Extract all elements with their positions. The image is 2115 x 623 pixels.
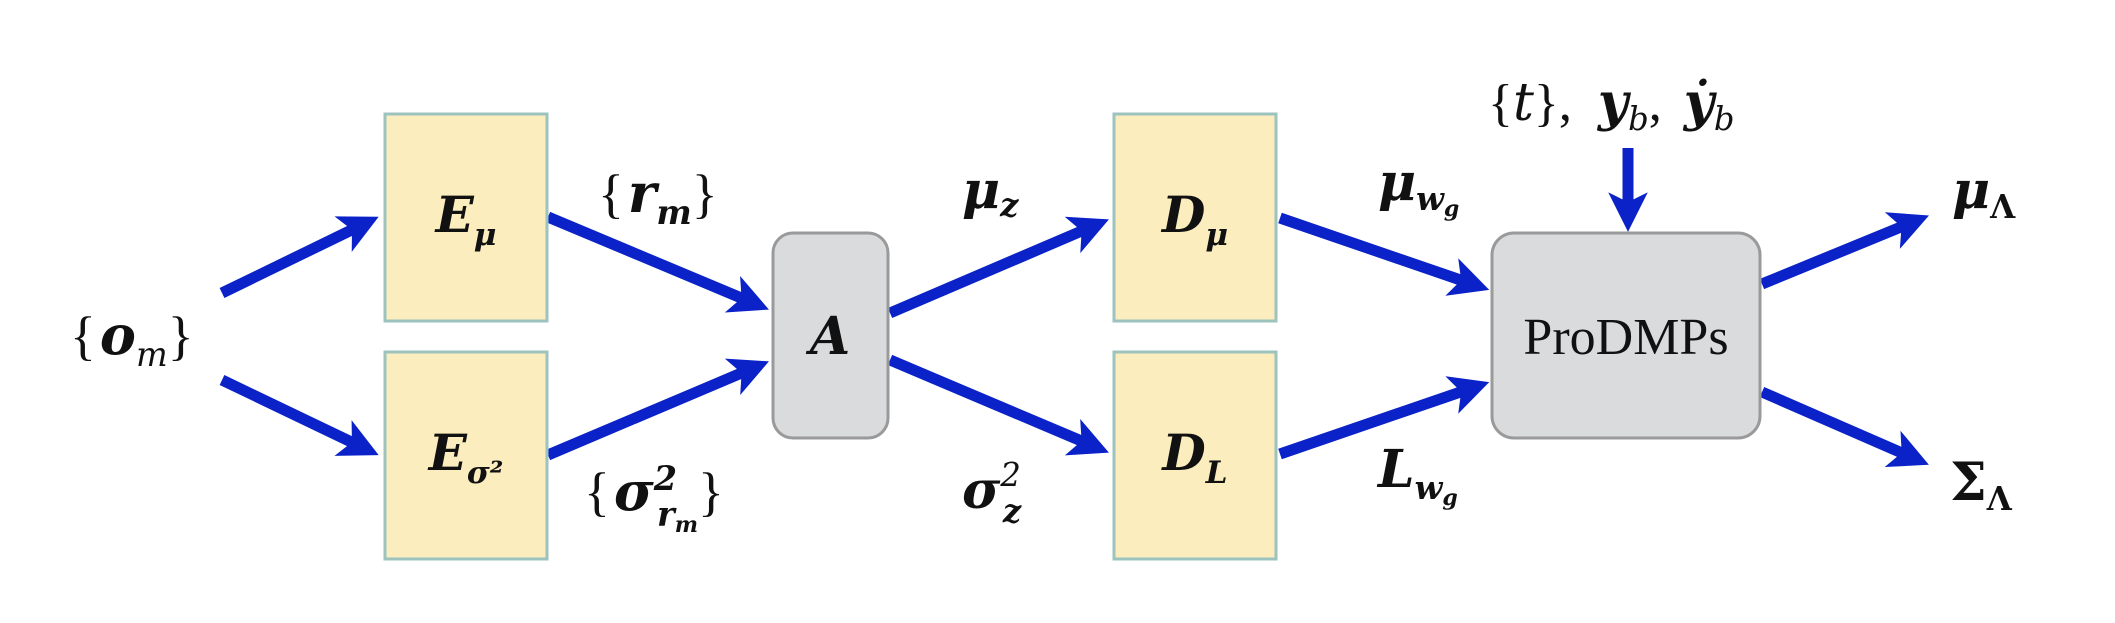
aggregator-block: [771, 231, 890, 440]
latent-obs-label: {rm}: [598, 161, 718, 232]
encoder-mu-block: [383, 112, 549, 323]
arrow-prodmps-to-mu-lambda: [1759, 212, 1929, 290]
decoder-l-block: [1112, 350, 1278, 561]
arrow-dmu-to-prodmps: [1278, 212, 1490, 296]
mu-z-label: μz: [962, 160, 1019, 224]
l-wg-label: Lwg: [1376, 439, 1458, 511]
prodmps-label: ProDMPs: [1523, 309, 1728, 366]
sigma-z-label: σ2 z: [962, 456, 1022, 530]
arrow-a-to-dl: [887, 354, 1109, 456]
prodmps-block: [1490, 231, 1762, 440]
arrow-a-to-dmu: [887, 216, 1109, 319]
decoder-mu-block: [1112, 112, 1278, 323]
encoder-mu-label: Eμ: [434, 185, 497, 253]
aggregator-label: A: [805, 306, 850, 367]
conditions-label: {t}, yb, ẏb: [1488, 72, 1735, 138]
arrow-prodmps-to-sigma-lambda: [1759, 386, 1929, 468]
decoder-l-label: DL: [1160, 423, 1227, 491]
latent-var-label: {σ2 rm}: [584, 459, 724, 538]
arrow-obs-to-emu: [219, 216, 379, 298]
encoder-sigma-label: Eσ²: [427, 423, 504, 491]
arrow-dl-to-prodmps: [1278, 376, 1490, 460]
sigma-lambda-label: ΣΛ: [1950, 452, 2013, 518]
mu-wg-label: μwg: [1378, 152, 1459, 222]
observations-label: {om}: [70, 303, 194, 374]
arrow-emu-to-a: [545, 211, 769, 313]
arrow-obs-to-esigma: [219, 375, 379, 456]
decoder-mu-label: Dμ: [1160, 185, 1228, 253]
mu-lambda-label: μΛ: [1952, 160, 2016, 226]
arrow-esigma-to-a: [545, 358, 769, 461]
encoder-sigma-block: [383, 350, 549, 561]
